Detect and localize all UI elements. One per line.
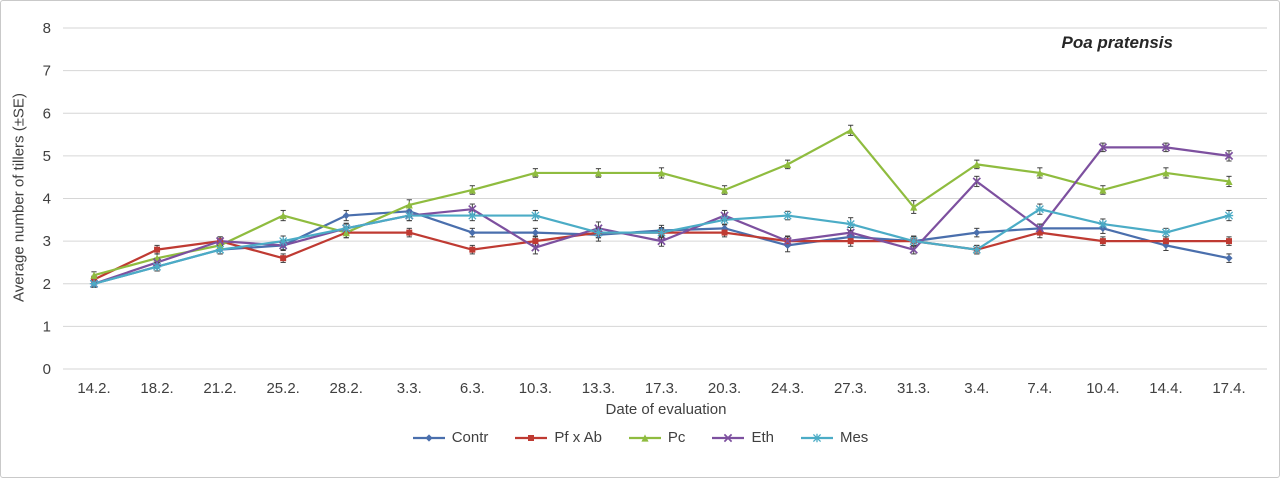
y-tick-label: 1 [43,318,51,335]
x-tick-label: 21.2. [203,380,236,397]
legend-line-sample [712,433,745,442]
x-tick-label: 10.4. [1086,380,1119,397]
y-tick-labels: 0 1 2 3 4 5 6 7 8 [43,20,51,378]
x-tick-label: 7.4. [1027,380,1052,397]
x-axis-title: Date of evaluation [605,401,727,418]
x-tick-label: 24.3. [771,380,804,397]
x-tick-label: 31.3. [897,380,930,397]
legend-label: Contr [451,429,489,446]
y-tick-label: 3 [43,233,51,250]
legend-line-sample [515,434,548,441]
legend-item-contr: Contr [412,429,489,446]
x-tick-label: 17.4. [1212,380,1245,397]
x-tick-label: 14.4. [1149,380,1182,397]
error-bars [91,124,1232,288]
y-tick-label: 7 [43,63,51,80]
legend-line-sample [800,433,833,442]
y-tick-label: 8 [43,20,51,37]
legend-label: Pc [667,429,686,446]
y-tick-label: 0 [43,361,51,378]
legend: Contr Pf x Ab Pc Eth Mes [1,429,1279,446]
y-tick-label: 6 [43,105,51,122]
x-tick-label: 10.3. [519,380,552,397]
legend-line-sample [412,433,445,442]
x-tick-label: 3.4. [964,380,989,397]
x-tick-label: 20.3. [708,380,741,397]
x-tick-label: 18.2. [140,380,173,397]
x-tick-labels: 14.2. 18.2. 21.2. 25.2. 28.2. 3.3. 6.3. 10.3. 13… [77,380,1245,397]
y-tick-label: 2 [43,276,51,293]
series-markers-mes [89,204,1234,288]
y-axis-title: Average number of tillers (±SE) [10,93,28,302]
gridlines [63,27,1267,370]
x-tick-label: 3.3. [397,380,422,397]
x-tick-label: 17.3. [645,380,678,397]
legend-line-sample [628,433,661,442]
x-tick-label: 14.2. [77,380,110,397]
chart-title: Poa pratensis [1061,33,1174,52]
x-tick-label: 6.3. [460,380,485,397]
legend-item-mes: Mes [800,429,868,446]
legend-label: Pf x Ab [554,429,602,446]
x-tick-label: 28.2. [330,380,363,397]
legend-label: Eth [751,429,774,446]
legend-label: Mes [839,429,869,446]
x-tick-label: 13.3. [582,380,615,397]
x-tick-label: 27.3. [834,380,867,397]
series-markers-pc [90,126,1233,279]
legend-item-pc: Pc [628,429,686,446]
legend-item-pf-x-ab: Pf x Ab [514,429,602,446]
series-line-contr [92,210,1231,285]
series-markers-eth [89,143,1234,288]
legend-item-eth: Eth [711,429,774,446]
x-tick-label: 25.2. [266,380,299,397]
y-tick-label: 4 [43,191,51,208]
y-tick-label: 5 [43,148,51,165]
